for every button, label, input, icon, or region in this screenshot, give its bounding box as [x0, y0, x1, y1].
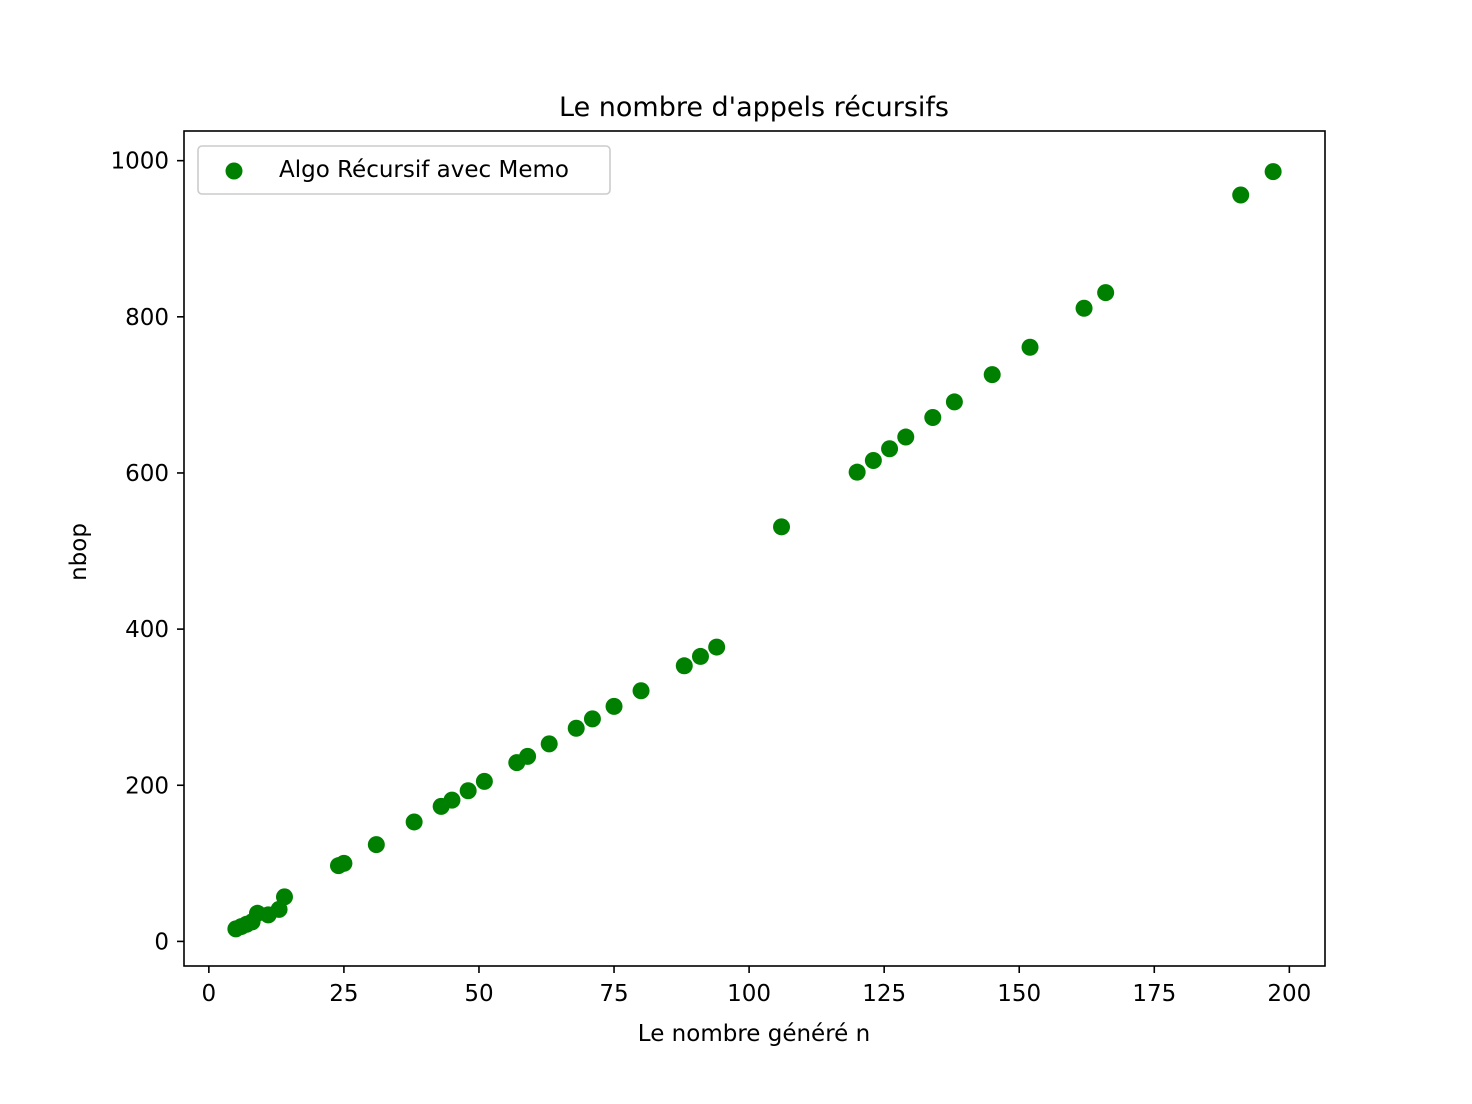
- data-point: [691, 647, 709, 665]
- x-axis-ticks: 0 25 50 75 100 125 150 175 200: [202, 966, 1311, 1007]
- x-tick-label: 175: [1132, 981, 1176, 1007]
- y-axis-label: nbop: [66, 523, 92, 581]
- x-tick-label: 200: [1267, 981, 1311, 1007]
- data-point: [1021, 338, 1039, 356]
- data-point: [1075, 299, 1093, 317]
- data-point: [459, 782, 477, 800]
- data-point: [583, 710, 601, 728]
- data-point: [897, 428, 915, 446]
- data-point: [540, 735, 558, 753]
- data-point: [275, 888, 293, 906]
- y-tick-label: 200: [125, 773, 169, 799]
- data-point: [405, 813, 423, 831]
- plot-area: [184, 131, 1325, 966]
- data-point: [1232, 186, 1250, 204]
- scatter-points: [227, 163, 1282, 938]
- y-tick-label: 600: [125, 461, 169, 487]
- x-tick-label: 75: [599, 981, 628, 1007]
- y-tick-label: 1000: [110, 149, 169, 175]
- x-tick-label: 25: [329, 981, 358, 1007]
- y-axis-ticks: 0 200 400 600 800 1000: [110, 149, 184, 955]
- data-point: [675, 657, 693, 675]
- y-tick-label: 800: [125, 305, 169, 331]
- legend-marker: [225, 162, 243, 180]
- plot-frame: [183, 130, 1326, 967]
- x-tick-label: 0: [202, 981, 217, 1007]
- x-tick-label: 125: [862, 981, 906, 1007]
- data-point: [773, 518, 791, 536]
- data-point: [881, 440, 899, 458]
- x-tick-label: 50: [464, 981, 493, 1007]
- data-point: [983, 366, 1001, 384]
- legend-box: [197, 145, 611, 195]
- data-point: [1097, 284, 1115, 302]
- x-tick-label: 150: [997, 981, 1041, 1007]
- data-point: [335, 854, 353, 872]
- legend: Algo Récursif avec Memo: [197, 145, 611, 195]
- data-point: [945, 393, 963, 411]
- data-point: [708, 638, 726, 656]
- y-tick-label: 0: [154, 929, 169, 955]
- chart-title: Le nombre d'appels récursifs: [559, 92, 949, 123]
- data-point: [632, 682, 650, 700]
- x-tick-label: 100: [727, 981, 771, 1007]
- data-point: [924, 409, 942, 427]
- data-point: [367, 836, 385, 854]
- data-point: [443, 791, 461, 809]
- legend-label: Algo Récursif avec Memo: [279, 157, 569, 183]
- data-point: [1264, 163, 1282, 181]
- y-tick-label: 400: [125, 617, 169, 643]
- x-axis-label: Le nombre généré n: [638, 1021, 870, 1047]
- data-point: [848, 463, 866, 481]
- data-point: [864, 451, 882, 469]
- data-point: [567, 719, 585, 737]
- data-point: [475, 772, 493, 790]
- data-point: [519, 747, 537, 765]
- data-point: [605, 697, 623, 715]
